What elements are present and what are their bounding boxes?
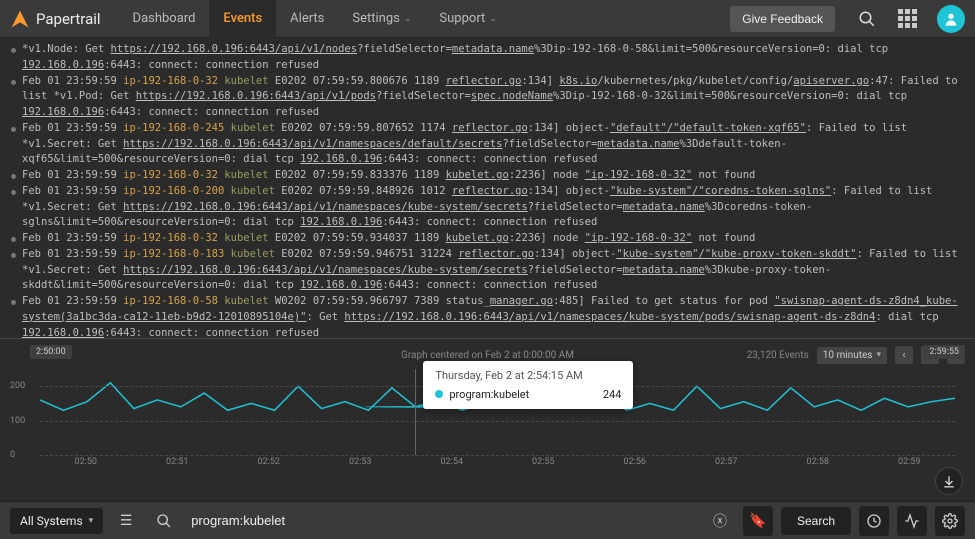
papertrail-logo-icon: [10, 9, 30, 29]
bookmark-icon[interactable]: 🔖: [743, 506, 773, 536]
timeframe-select[interactable]: 10 minutes▾: [817, 347, 887, 364]
bottom-bar: All Systems▾ ☰ ⓧ 🔖 Search: [0, 501, 975, 539]
chart-center-label: Graph centered on Feb 2 at 0:00:00 AM: [401, 350, 574, 361]
log-line[interactable]: Feb 01 23:59:59 ip-192-168-0-200 kubelet…: [8, 184, 967, 231]
top-nav: Papertrail DashboardEventsAlertsSettings…: [0, 0, 975, 38]
x-tick: 02:54: [406, 457, 498, 477]
menu-icon[interactable]: ☰: [111, 506, 141, 536]
x-tick: 02:56: [589, 457, 681, 477]
tooltip-time: Thursday, Feb 2 at 2:54:15 AM: [435, 369, 621, 382]
nav-settings[interactable]: Settings⌄: [338, 0, 425, 38]
give-feedback-button[interactable]: Give Feedback: [730, 6, 835, 32]
x-tick: 02:58: [772, 457, 864, 477]
avatar[interactable]: [937, 5, 965, 33]
systems-select[interactable]: All Systems▾: [10, 508, 103, 534]
chart-prev-button[interactable]: ‹: [895, 346, 913, 364]
clock-icon[interactable]: [859, 506, 889, 536]
tooltip-series: program:kubelet: [449, 388, 529, 401]
log-viewer[interactable]: *v1.Node: Get https://192.168.0.196:6443…: [0, 38, 975, 338]
log-line[interactable]: Feb 01 23:59:59 ip-192-168-0-32 kubelet …: [8, 231, 967, 247]
y-tick: 0: [10, 450, 15, 460]
nav-alerts[interactable]: Alerts: [276, 0, 338, 38]
clear-search-icon[interactable]: ⓧ: [705, 506, 735, 536]
log-line[interactable]: Feb 01 23:59:59 ip-192-168-0-58 kubelet …: [8, 294, 967, 338]
gear-icon[interactable]: [935, 506, 965, 536]
log-line[interactable]: Feb 01 23:59:59 ip-192-168-0-245 kubelet…: [8, 121, 967, 168]
event-count: 23,120 Events: [747, 350, 809, 361]
brand-name: Papertrail: [36, 10, 101, 28]
log-line[interactable]: Feb 01 23:59:59 ip-192-168-0-32 kubelet …: [8, 168, 967, 184]
scroll-to-bottom-button[interactable]: [935, 467, 963, 495]
nav-dashboard[interactable]: Dashboard: [119, 0, 210, 38]
search-button[interactable]: Search: [781, 507, 851, 535]
y-tick: 200: [10, 381, 25, 391]
search-glass-icon: [149, 506, 179, 536]
x-tick: 02:57: [681, 457, 773, 477]
nav-events[interactable]: Events: [209, 0, 276, 38]
x-tick: 02:52: [223, 457, 315, 477]
x-tick: 02:55: [498, 457, 590, 477]
log-line[interactable]: *v1.Node: Get https://192.168.0.196:6443…: [8, 42, 967, 74]
tooltip-value: 244: [603, 388, 622, 401]
chart-start-time: 2:50:00: [30, 345, 72, 359]
event-chart: Graph centered on Feb 2 at 0:00:00 AM 23…: [0, 338, 975, 500]
x-tick: 02:53: [315, 457, 407, 477]
x-tick: 02:51: [132, 457, 224, 477]
nav-support[interactable]: Support⌄: [425, 0, 510, 38]
brand-logo[interactable]: Papertrail: [10, 9, 101, 29]
log-line[interactable]: Feb 01 23:59:59 ip-192-168-0-32 kubelet …: [8, 74, 967, 121]
x-tick: 02:50: [40, 457, 132, 477]
search-icon[interactable]: [855, 7, 879, 31]
log-line[interactable]: Feb 01 23:59:59 ip-192-168-0-183 kubelet…: [8, 247, 967, 294]
search-input[interactable]: [187, 507, 697, 534]
apps-icon[interactable]: [895, 7, 919, 31]
activity-icon[interactable]: [897, 506, 927, 536]
chart-end-time: 2:59:55: [923, 345, 965, 359]
y-tick: 100: [10, 416, 25, 426]
chart-tooltip: Thursday, Feb 2 at 2:54:15 AM program:kub…: [423, 361, 633, 409]
